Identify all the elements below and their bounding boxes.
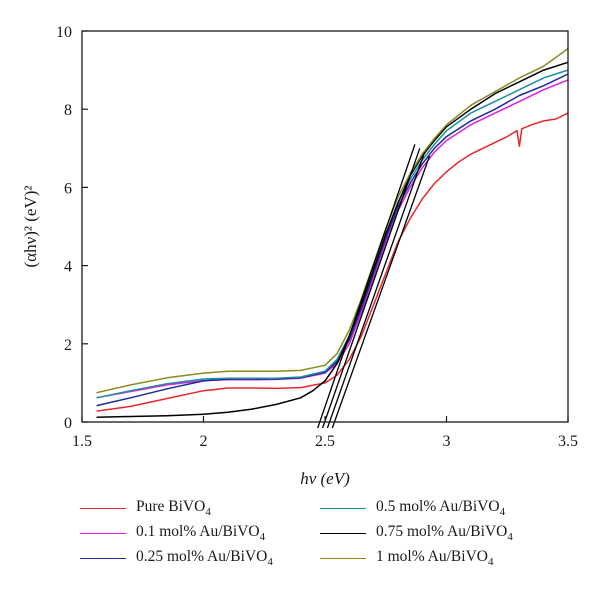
plot-frame <box>81 30 569 423</box>
series-line-0 <box>96 112 569 412</box>
x-axis-ticks: 1.5 2 2.5 3 3.5 <box>72 416 578 450</box>
y-tick-label-5: 10 <box>56 24 72 41</box>
y-tick-label-3: 6 <box>64 180 72 197</box>
x-axis-title-text: hν (eV) <box>300 469 350 488</box>
x-tick-label-3: 3 <box>443 433 451 450</box>
x-tick-label-4: 3.5 <box>558 433 578 450</box>
y-tick-label-0: 0 <box>64 415 72 432</box>
y-axis-ticks: 0 2 4 6 8 10 <box>56 24 88 432</box>
tangent-line-2 <box>326 151 426 429</box>
y-tick-label-2: 4 <box>64 259 72 276</box>
series-line-4 <box>96 61 569 419</box>
series-layer <box>96 47 569 419</box>
x-tick-label-0: 1.5 <box>72 433 92 450</box>
tangent-layer <box>317 144 431 429</box>
x-tick-label-2: 2.5 <box>315 433 335 450</box>
y-axis-title: (αhν)² (eV)² <box>21 185 40 267</box>
series-line-3 <box>96 69 569 399</box>
tangent-line-3 <box>331 155 431 429</box>
tangent-line-1 <box>321 148 421 429</box>
x-tick-label-1: 2 <box>200 433 208 450</box>
y-tick-label-1: 2 <box>64 337 72 354</box>
x-axis-title: hν (eV) <box>300 469 350 488</box>
series-line-2 <box>96 73 569 407</box>
y-tick-label-4: 8 <box>64 102 72 119</box>
series-line-1 <box>96 79 569 399</box>
tangent-line-0 <box>317 144 416 429</box>
